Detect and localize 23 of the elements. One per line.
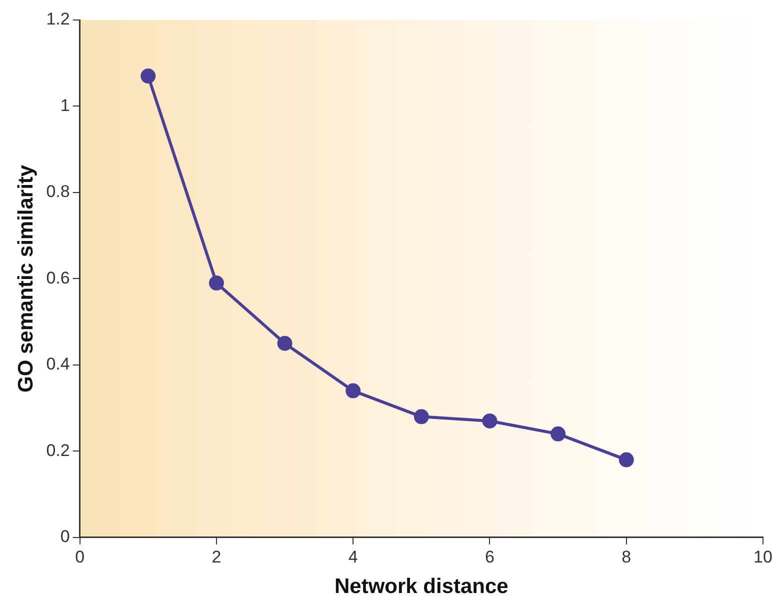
point — [140, 68, 156, 84]
y-tick-label: 1.2 — [46, 10, 70, 29]
point — [277, 336, 292, 351]
y-tick-label: 1 — [60, 96, 70, 115]
y-tick-label: 0.2 — [46, 440, 70, 460]
x-tick-label: 2 — [212, 547, 222, 566]
point — [208, 276, 224, 291]
x-tick-label: 0 — [75, 547, 85, 566]
y-axis-title: GO semantic similarity — [14, 164, 38, 393]
point — [482, 413, 498, 428]
x-tick-label: 6 — [485, 547, 494, 566]
x-axis-title: Network distance — [334, 575, 508, 598]
y-tick-label: 0.6 — [46, 268, 70, 288]
x-tick-label: 10 — [754, 547, 772, 566]
x-tick-label: 8 — [622, 547, 632, 566]
x-tick-label: 4 — [348, 547, 358, 566]
point — [618, 452, 634, 468]
y-tick-label: 0 — [60, 527, 70, 546]
point — [414, 409, 429, 424]
point — [550, 426, 566, 442]
y-tick-label: 0.8 — [46, 182, 70, 202]
y-tick-label: 0.4 — [46, 354, 70, 374]
point — [346, 383, 361, 398]
